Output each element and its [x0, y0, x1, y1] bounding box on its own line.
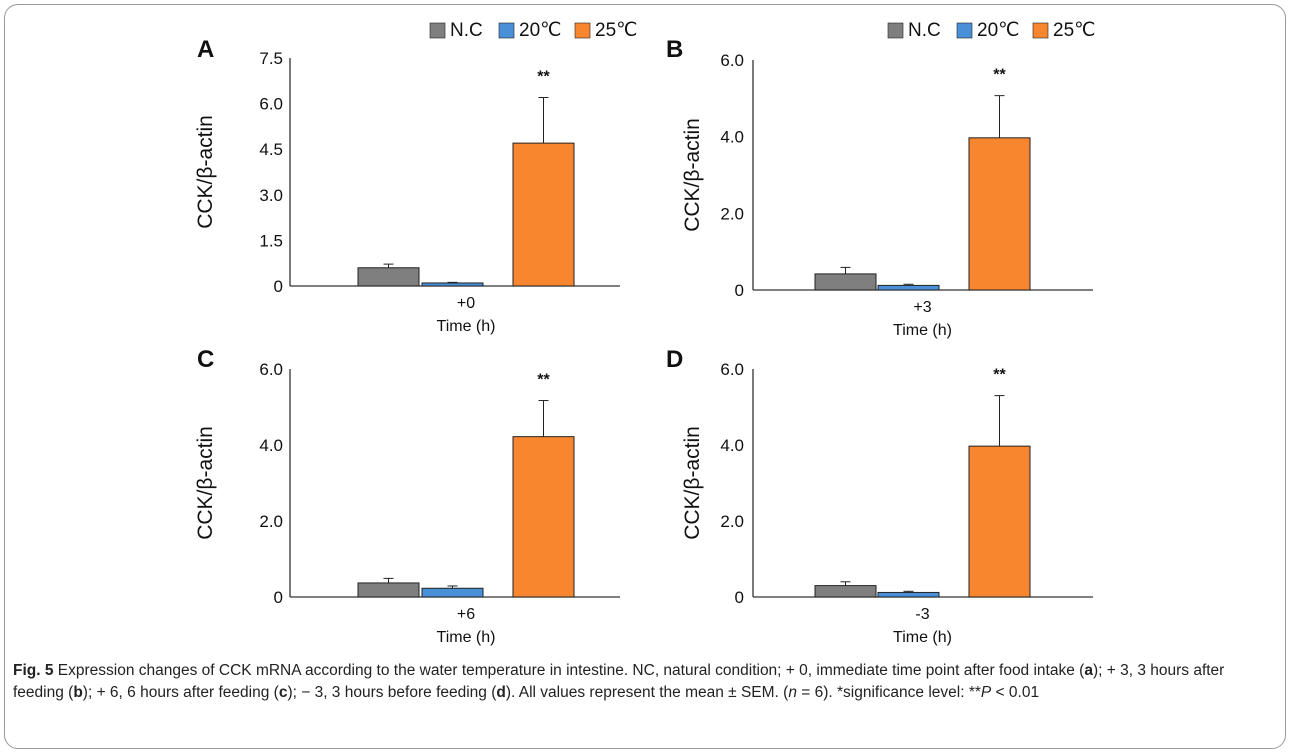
significance-marker: **	[537, 372, 550, 389]
legend-entry: 20℃	[519, 20, 561, 41]
y-tick-label: 4.0	[259, 436, 283, 455]
y-tick-label: 6.0	[720, 51, 744, 70]
caption-text: ). All values represent the mean ± SEM. …	[505, 684, 789, 701]
legend-swatch	[429, 22, 446, 39]
bar-d-1	[814, 585, 877, 598]
legend-entry: N.C	[450, 20, 483, 41]
legend-entry: 25℃	[1053, 20, 1095, 41]
bar-b-1	[814, 273, 877, 291]
legend-entry: 25℃	[595, 20, 637, 41]
bar-c-1	[357, 582, 420, 598]
y-tick-label: 2.0	[259, 512, 283, 531]
y-tick-label: 0	[735, 281, 744, 300]
significance-marker: **	[993, 367, 1006, 384]
y-axis-label: CCK/β-actin	[194, 115, 217, 229]
x-tick-label: +3	[913, 299, 931, 316]
y-tick-label: 4.0	[720, 436, 744, 455]
figure-caption: Fig. 5 Expression changes of CCK mRNA ac…	[13, 660, 1275, 704]
legend-swatch	[956, 22, 973, 39]
bar-b-3	[968, 137, 1031, 291]
caption-p: P	[980, 684, 992, 701]
bar-c-3	[512, 436, 575, 598]
legend-swatch	[498, 22, 515, 39]
figure-panels: A 0 1.5 3.0 4.5 6.0 7.5 CCK/β-actin ** +0 Time (h)…	[194, 20, 1095, 646]
panel-label-d: D	[666, 346, 683, 373]
caption-text: ); − 3, 3 hours before feeding (	[287, 684, 497, 701]
y-tick-label: 2.0	[720, 204, 744, 223]
x-axis-label: Time (h)	[437, 318, 496, 335]
caption-ref-a: a	[1084, 662, 1093, 679]
y-tick-label: 3.0	[259, 186, 283, 205]
panel-label-c: C	[197, 346, 214, 373]
x-tick-label: +6	[457, 606, 475, 623]
legend-swatch	[1032, 22, 1049, 39]
legend-swatch	[887, 22, 904, 39]
x-axis-label: Time (h)	[893, 322, 952, 339]
panel-label-a: A	[197, 36, 214, 63]
x-tick-label: +0	[457, 295, 475, 312]
caption-ref-d: d	[496, 684, 506, 701]
panel-label-b: B	[666, 36, 683, 63]
caption-ref-b: b	[73, 684, 83, 701]
figure-label: Fig. 5	[13, 662, 54, 679]
caption-text: ); + 3, 3 hours after feeding (	[13, 662, 1225, 701]
bar-d-3	[968, 445, 1031, 598]
y-tick-label: 6.0	[720, 360, 744, 379]
bar-d-2	[877, 591, 940, 598]
significance-marker: **	[993, 67, 1006, 84]
caption-text: Expression changes of CCK mRNA according…	[53, 662, 1085, 679]
bar-c-2	[421, 587, 484, 598]
legend-entry: 20℃	[977, 20, 1019, 41]
caption-text: < 0.01	[991, 684, 1040, 701]
x-tick-label: -3	[915, 606, 929, 623]
y-tick-label: 6.0	[259, 360, 283, 379]
y-axis-label: CCK/β-actin	[194, 426, 217, 540]
y-axis-label: CCK/β-actin	[681, 118, 704, 232]
y-tick-label: 4.0	[720, 128, 744, 147]
bar-b-2	[877, 284, 940, 291]
caption-text: = 6). *significance level: **	[796, 684, 981, 701]
x-axis-label: Time (h)	[893, 629, 952, 646]
y-tick-label: 0	[735, 588, 744, 607]
legend-entry: N.C	[908, 20, 941, 41]
bar-a-1	[357, 267, 420, 287]
y-tick-label: 7.5	[259, 49, 283, 68]
bar-a-3	[512, 142, 575, 287]
legend-swatch	[574, 22, 591, 39]
figure-frame	[4, 4, 1286, 749]
y-axis-label: CCK/β-actin	[681, 426, 704, 540]
y-tick-label: 2.0	[720, 512, 744, 531]
y-tick-label: 0	[274, 277, 283, 296]
x-axis-label: Time (h)	[437, 629, 496, 646]
y-tick-label: 0	[274, 588, 283, 607]
y-tick-label: 6.0	[259, 95, 283, 114]
caption-n: n	[788, 684, 797, 701]
significance-marker: **	[537, 69, 550, 86]
y-tick-label: 4.5	[259, 140, 283, 159]
y-tick-label: 1.5	[259, 231, 283, 250]
caption-text: ); + 6, 6 hours after feeding (	[82, 684, 279, 701]
caption-ref-c: c	[278, 684, 288, 701]
bar-a-2	[421, 282, 484, 287]
